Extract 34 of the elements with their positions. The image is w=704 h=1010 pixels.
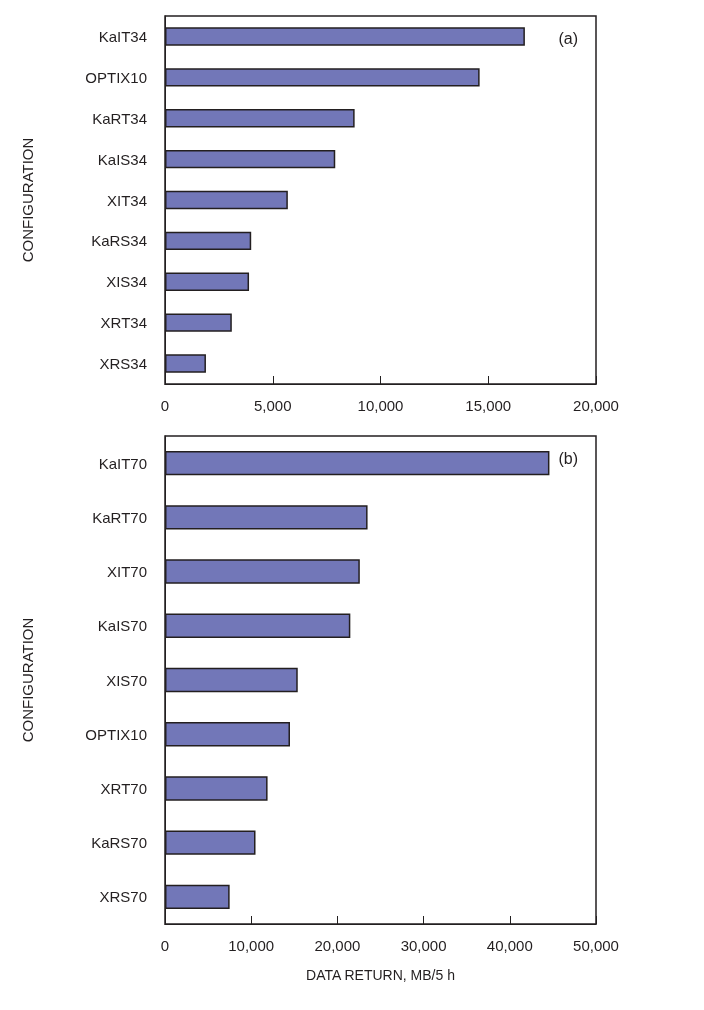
x-axis-title: DATA RETURN, MB/5 h [306, 967, 455, 983]
y-tick-label: XIT70 [106, 563, 147, 581]
x-tick-label: 20,000 [314, 937, 361, 954]
y-tick-label: KaIT34 [98, 27, 147, 45]
y-tick-label: KaIT70 [98, 454, 147, 472]
y-tick-label: XRS34 [99, 355, 147, 373]
y-tick-label: KaRT34 [92, 109, 147, 127]
y-tick-label: XIS34 [106, 273, 147, 291]
y-tick-label: KaIS70 [97, 617, 147, 635]
y-tick-label: XIT34 [106, 191, 147, 209]
y-tick-label: XRT70 [100, 779, 147, 797]
y-axis-title: CONFIGURATION [19, 137, 36, 263]
x-tick-label: 50,000 [573, 937, 619, 954]
x-tick-label: 30,000 [400, 937, 447, 954]
y-tick-label: OPTIX10 [85, 725, 147, 743]
x-tick-label: 10,000 [357, 397, 404, 414]
y-axis-title: CONFIGURATION [19, 617, 36, 743]
x-tick-label: 0 [160, 397, 170, 414]
x-tick-label: 0 [160, 937, 170, 954]
y-tick-label: XRS70 [99, 888, 147, 906]
x-tick-label: 10,000 [228, 937, 275, 954]
annotation: (a) [558, 29, 579, 47]
x-tick-label: 15,000 [465, 397, 512, 414]
annotation: (b) [558, 449, 579, 467]
y-tick-label: KaIS34 [97, 150, 147, 168]
x-tick-label: 20,000 [573, 397, 619, 414]
y-tick-label: XIS70 [106, 671, 147, 689]
x-tick-label: 5,000 [253, 397, 292, 414]
x-tick-label: 40,000 [486, 937, 533, 954]
y-tick-label: OPTIX10 [85, 68, 147, 86]
y-tick-label: KaRS70 [91, 834, 147, 852]
y-tick-label: KaRS34 [91, 232, 147, 250]
y-tick-label: XRT34 [100, 314, 147, 332]
y-tick-label: KaRT70 [92, 508, 147, 526]
